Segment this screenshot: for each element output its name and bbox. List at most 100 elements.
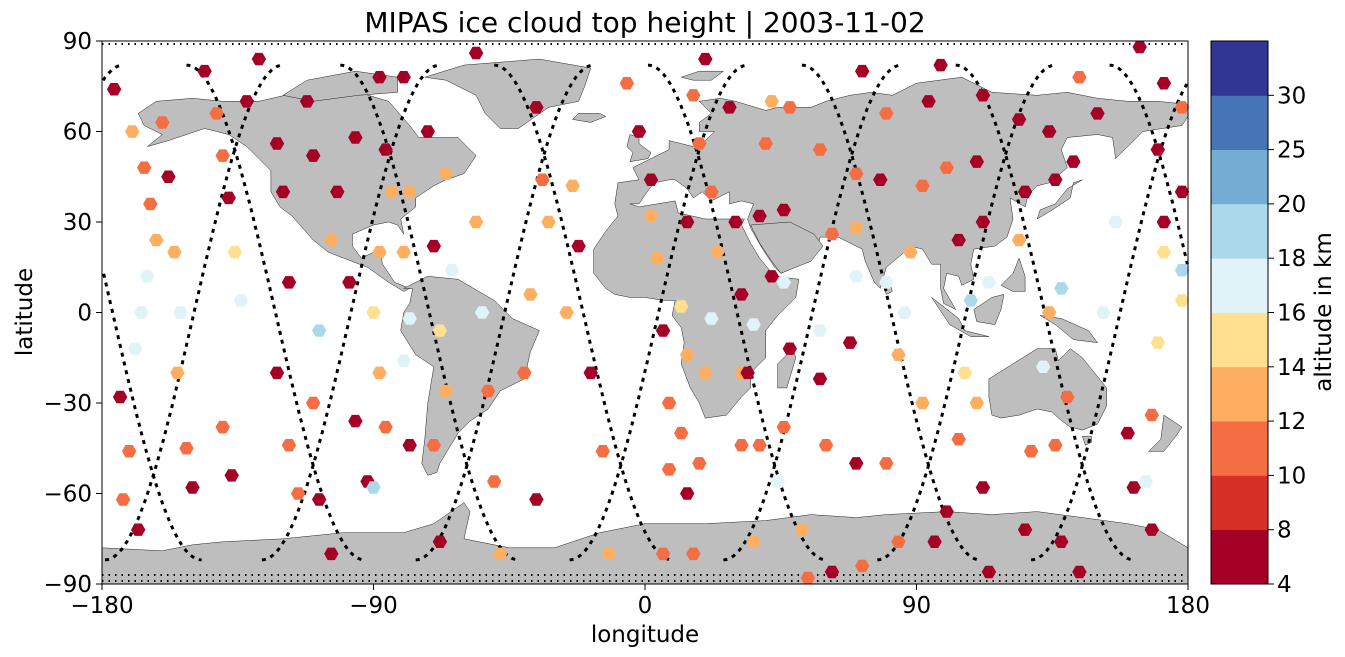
cloud-point	[903, 245, 918, 259]
y-tick-label: −90	[43, 572, 92, 598]
y-tick-label: −60	[43, 482, 92, 508]
cloud-point	[764, 95, 779, 108]
cloud-point	[975, 89, 991, 102]
cloud-point	[348, 131, 363, 144]
cloud-point	[764, 270, 779, 283]
greenland-land	[424, 58, 592, 129]
cloud-point	[529, 101, 544, 114]
cloud-point	[1054, 535, 1069, 548]
cloud-point	[704, 312, 719, 325]
cloud-point	[402, 185, 417, 199]
x-axis-label: longitude	[591, 622, 699, 648]
cloud-point	[746, 318, 761, 331]
cloud-point	[1036, 360, 1051, 373]
orbit-track	[340, 63, 519, 562]
cloud-point	[185, 481, 200, 494]
y-tick-label: 60	[63, 120, 92, 146]
sumatra-java-land	[931, 297, 989, 337]
y-axis-label: latitude	[12, 268, 38, 356]
cloud-point	[963, 294, 978, 307]
cloud-point	[812, 143, 828, 156]
cloud-point	[239, 95, 254, 108]
australia-land	[988, 348, 1107, 431]
cloud-point	[155, 116, 170, 129]
cloud-point	[680, 487, 695, 500]
cloud-point	[396, 354, 411, 367]
colorbar-bin	[1211, 41, 1268, 96]
cloud-point	[1138, 475, 1153, 488]
cloud-point	[269, 366, 285, 380]
cloud-point	[517, 366, 532, 380]
cloud-point	[975, 481, 991, 494]
cloud-point	[221, 191, 236, 205]
philippines-land	[1000, 257, 1026, 292]
cloud-point	[849, 221, 864, 235]
cloud-point	[348, 414, 363, 428]
japan-land	[1036, 179, 1083, 220]
cloud-point	[855, 559, 870, 573]
cloud-point	[981, 276, 997, 289]
colorbar-tick-label: 14	[1277, 355, 1306, 381]
cloud-point	[215, 420, 230, 434]
y-tick-label: 30	[63, 210, 92, 236]
cloud-point	[306, 396, 321, 410]
cloud-point	[1132, 40, 1147, 54]
cloud-point	[402, 312, 417, 325]
cloud-point	[728, 215, 743, 229]
cloud-point	[480, 384, 496, 398]
x-axis: −180 −90 0 90 180	[70, 584, 1210, 619]
cloud-point	[438, 167, 454, 180]
new-guinea-land	[1040, 315, 1099, 344]
y-tick-label: −30	[43, 391, 92, 417]
cloud-point	[1144, 408, 1159, 422]
orbit-track	[647, 63, 827, 562]
cloud-point	[1090, 107, 1105, 120]
cloud-point	[752, 439, 767, 452]
cloud-point	[927, 535, 942, 548]
cloud-point	[330, 185, 345, 199]
cloud-point	[643, 173, 659, 186]
cloud-point	[770, 475, 785, 488]
cloud-point	[275, 185, 291, 199]
cloud-point	[1011, 233, 1027, 247]
cloud-point	[197, 64, 212, 78]
colorbar-tick-label: 20	[1277, 192, 1306, 218]
cloud-point	[674, 426, 689, 440]
cloud-point	[215, 149, 230, 162]
colorbar-label: altitude in km	[1311, 232, 1337, 392]
colorbar-bin	[1211, 366, 1268, 422]
colorbar-tick-label: 30	[1277, 83, 1306, 109]
map-panel	[101, 40, 1190, 585]
y-tick-label: 90	[63, 29, 92, 55]
cloud-point	[1048, 173, 1063, 186]
cloud-point	[1017, 523, 1033, 536]
chart-title: MIPAS ice cloud top height | 2003-11-02	[364, 6, 925, 39]
cloud-point	[879, 107, 894, 120]
colorbar-tick-label: 10	[1277, 463, 1306, 489]
cloud-point	[1108, 215, 1123, 229]
cloud-point	[269, 137, 285, 150]
cloud-point	[812, 324, 828, 337]
north-america-land	[137, 92, 477, 292]
cloud-point	[692, 457, 707, 470]
antarctica-land	[101, 502, 1189, 585]
cloud-point	[800, 571, 816, 585]
cloud-point	[378, 143, 393, 156]
cloud-point	[969, 396, 984, 410]
cloud-point	[122, 445, 137, 458]
cloud-point	[879, 457, 894, 470]
colorbar-bin	[1211, 529, 1268, 585]
colorbar-bin	[1211, 475, 1268, 531]
cloud-point	[776, 420, 791, 434]
colorbar-tick-label: 8	[1277, 518, 1292, 544]
colorbar-bin	[1211, 258, 1268, 313]
cloud-point	[939, 161, 954, 174]
cloud-point	[873, 173, 888, 186]
cloud-point	[740, 366, 755, 380]
cloud-point	[1144, 523, 1159, 536]
canadian-arctic-land	[282, 70, 398, 102]
borneo-land	[973, 294, 1005, 325]
cloud-point	[969, 155, 984, 168]
cloud-point	[324, 233, 339, 247]
